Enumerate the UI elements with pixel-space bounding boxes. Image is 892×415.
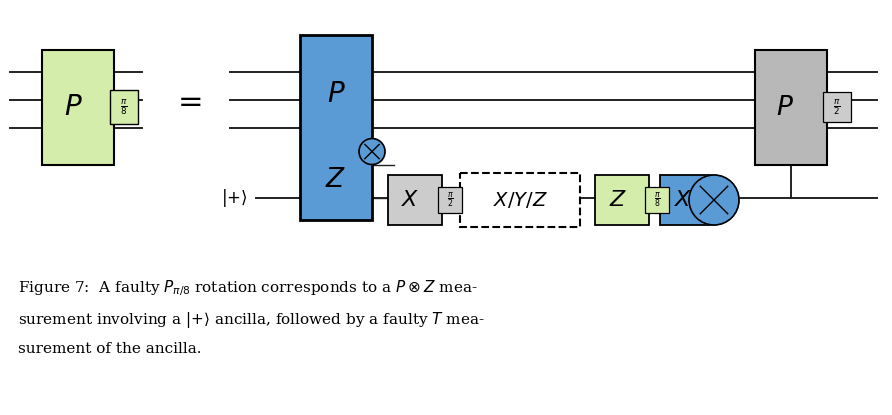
Text: $\frac{\pi}{8}$: $\frac{\pi}{8}$	[120, 98, 128, 117]
Text: $\frac{\pi}{2}$: $\frac{\pi}{2}$	[833, 98, 841, 117]
Text: $Z$: $Z$	[326, 167, 347, 192]
Bar	[460, 173, 580, 227]
Text: $P$: $P$	[326, 81, 345, 108]
Bar	[300, 35, 372, 220]
Text: $X$: $X$	[401, 189, 420, 211]
Text: $Z$: $Z$	[608, 189, 627, 211]
Text: Figure 7:  A faulty $P_{\pi/8}$ rotation corresponds to a $P \otimes Z$ mea-: Figure 7: A faulty $P_{\pi/8}$ rotation …	[18, 278, 478, 298]
Bar	[755, 50, 827, 165]
Text: $X$: $X$	[674, 189, 693, 211]
Text: surement of the ancilla.: surement of the ancilla.	[18, 342, 202, 356]
Text: surement involving a $|{+}\rangle$ ancilla, followed by a faulty $T$ mea-: surement involving a $|{+}\rangle$ ancil…	[18, 310, 485, 330]
Text: $P$: $P$	[776, 95, 794, 120]
Circle shape	[359, 139, 385, 165]
Text: $\frac{\pi}{8}$: $\frac{\pi}{8}$	[654, 190, 660, 210]
Bar	[110, 90, 138, 124]
Bar	[645, 187, 669, 213]
Bar	[823, 92, 851, 122]
Bar	[42, 50, 114, 165]
Text: $\frac{\pi}{2}$: $\frac{\pi}{2}$	[447, 190, 453, 210]
Bar	[388, 175, 442, 225]
Text: $=$: $=$	[172, 85, 202, 115]
Bar	[438, 187, 462, 213]
Text: $P$: $P$	[64, 94, 83, 121]
Bar	[660, 175, 714, 225]
Circle shape	[689, 175, 739, 225]
Text: $X/Y/Z$: $X/Y/Z$	[492, 190, 548, 210]
Text: $|{+}\rangle$: $|{+}\rangle$	[221, 187, 248, 209]
Bar	[595, 175, 649, 225]
